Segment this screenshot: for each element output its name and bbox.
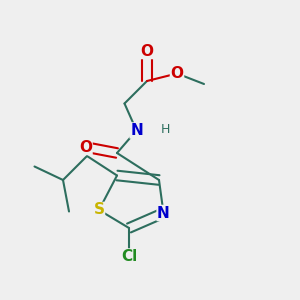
Text: S: S bbox=[94, 202, 104, 217]
Text: O: O bbox=[170, 66, 184, 81]
Text: Cl: Cl bbox=[121, 249, 137, 264]
Text: N: N bbox=[130, 123, 143, 138]
Text: O: O bbox=[140, 44, 154, 59]
Text: H: H bbox=[160, 122, 170, 136]
Text: N: N bbox=[157, 206, 170, 220]
Text: O: O bbox=[79, 140, 92, 154]
